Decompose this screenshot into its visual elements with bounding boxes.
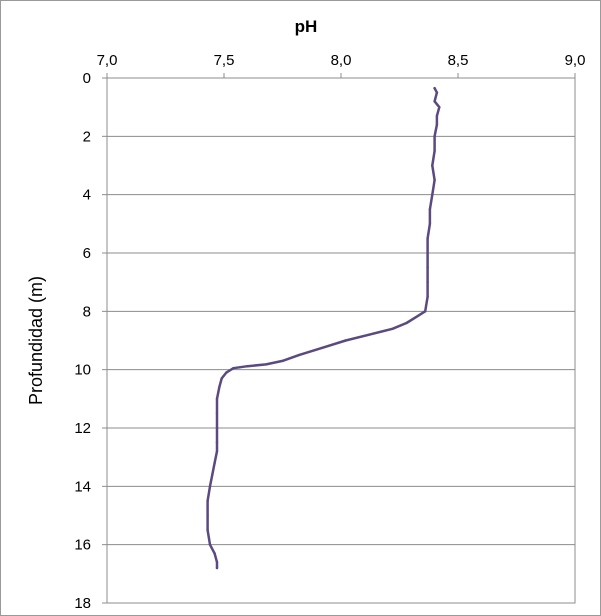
data-point — [213, 461, 216, 465]
data-point — [433, 135, 436, 138]
data-point — [426, 280, 429, 284]
data-point — [428, 222, 432, 226]
x-tick-label: 9,0 — [565, 52, 586, 69]
plot-area-border — [106, 77, 576, 604]
data-point — [433, 87, 436, 90]
data-point — [208, 543, 212, 546]
y-tick-label: 8 — [83, 303, 91, 320]
data-point — [264, 363, 268, 366]
y-tick-label: 0 — [83, 70, 91, 87]
data-point — [414, 315, 418, 319]
y-tick-label: 18 — [74, 595, 91, 612]
data-point — [220, 377, 223, 380]
data-point — [433, 149, 436, 153]
tick-labels: 0 2 4 6 8 10 12 14 16 18 7,0 7,5 8,0 8,5 9,0 — [74, 52, 585, 612]
series-layer — [206, 86, 441, 570]
data-point — [405, 321, 408, 325]
data-point — [206, 514, 209, 517]
data-point — [426, 237, 429, 240]
data-point — [215, 560, 219, 564]
data-point — [297, 353, 301, 357]
data-point — [426, 251, 429, 255]
y-tick-label: 16 — [74, 537, 91, 554]
data-point — [206, 499, 209, 503]
data-point — [206, 528, 209, 532]
data-point — [391, 327, 394, 331]
x-tick-label: 7,0 — [97, 52, 118, 69]
data-point — [435, 114, 439, 118]
data-point — [232, 367, 235, 370]
y-tick-label: 4 — [83, 187, 91, 204]
data-point — [435, 91, 439, 94]
data-point — [213, 552, 216, 555]
data-point — [215, 450, 219, 453]
data-point — [215, 426, 219, 430]
y-axis-title: Profundidad (m) — [26, 276, 46, 405]
data-point — [367, 333, 371, 336]
data-point — [424, 310, 427, 313]
y-tick-label: 14 — [74, 478, 91, 495]
data-point — [321, 346, 324, 349]
y-tick-label: 2 — [83, 128, 91, 145]
x-tick-label: 8,5 — [448, 52, 469, 69]
data-point — [211, 473, 214, 476]
x-tick-label: 7,5 — [214, 52, 235, 69]
data-point — [431, 164, 434, 167]
data-point — [438, 105, 441, 109]
data-point — [225, 371, 228, 374]
gridlines — [102, 73, 576, 604]
data-point — [433, 178, 436, 182]
x-axis-title: pH — [295, 17, 318, 36]
x-tick-label: 8,0 — [331, 52, 352, 69]
data-point — [344, 339, 347, 342]
data-point — [433, 100, 436, 103]
data-point — [215, 441, 219, 444]
data-point — [246, 364, 249, 368]
y-tick-label: 6 — [83, 245, 91, 262]
data-point — [215, 566, 219, 570]
y-tick-label: 12 — [74, 420, 91, 437]
ph-profile-line — [206, 86, 441, 570]
data-point — [215, 397, 219, 401]
data-point — [208, 485, 212, 488]
data-point — [428, 208, 432, 211]
data-point — [215, 412, 219, 415]
data-point — [426, 295, 429, 298]
data-point — [218, 385, 221, 389]
data-point — [426, 266, 429, 269]
data-point — [435, 123, 439, 126]
y-tick-label: 10 — [74, 362, 91, 379]
data-point — [281, 359, 284, 363]
data-point — [431, 193, 434, 196]
